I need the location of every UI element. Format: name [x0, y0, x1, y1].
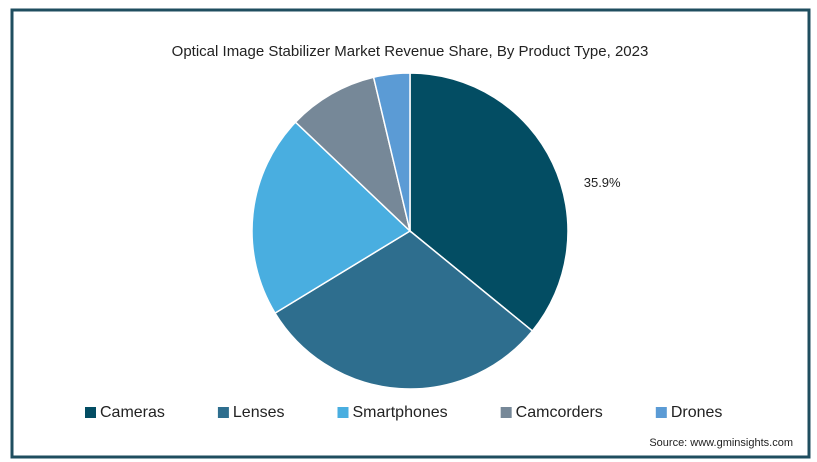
legend-swatch	[337, 407, 349, 418]
chart-title: Optical Image Stabilizer Market Revenue …	[172, 43, 649, 60]
legend-label: Lenses	[233, 404, 285, 421]
legend-swatch	[655, 407, 667, 418]
pie-slice	[294, 76, 412, 234]
legend-label: Smartphones	[353, 404, 448, 421]
pie-slice	[273, 230, 534, 390]
data-label: 35.9%	[584, 175, 621, 190]
pie-slice	[409, 72, 569, 333]
legend-label: Cameras	[100, 404, 165, 421]
legend-swatch	[500, 407, 512, 418]
source: Source: www.gminsights.com	[649, 437, 793, 449]
pie-slice	[251, 121, 412, 315]
legend-swatch	[217, 407, 229, 418]
legend-label: Camcorders	[516, 404, 603, 421]
legend-swatch	[85, 407, 96, 418]
pie-slice	[372, 72, 411, 232]
legend-label: Drones	[671, 404, 723, 421]
